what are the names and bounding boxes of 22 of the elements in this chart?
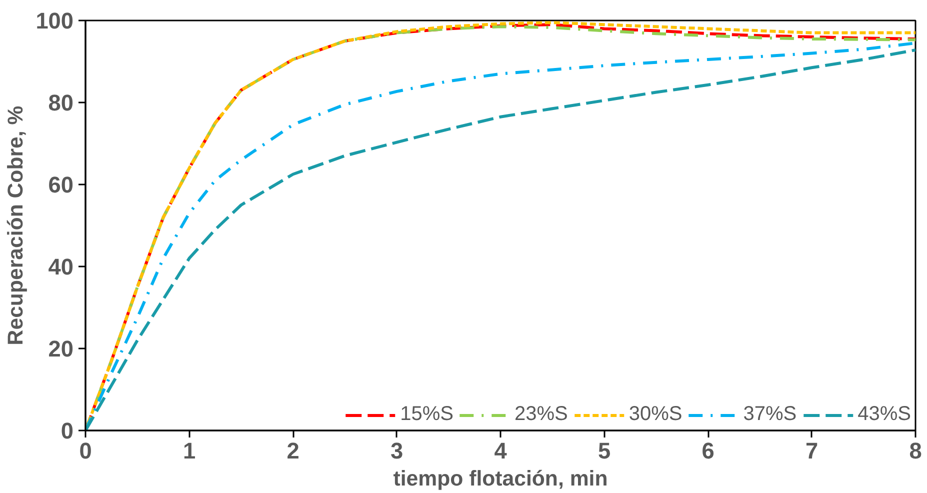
- y-tick-label: 100: [36, 8, 74, 34]
- legend-label: 23%S: [514, 403, 568, 426]
- legend-label: 30%S: [628, 403, 682, 426]
- x-tick-label: 0: [79, 438, 92, 464]
- x-tick-label: 4: [494, 438, 508, 464]
- x-tick-label: 5: [598, 438, 611, 464]
- x-tick-label: 7: [805, 438, 818, 464]
- x-tick-label: 3: [390, 438, 404, 464]
- legend-label: 37%S: [743, 403, 797, 426]
- legend-label: 15%S: [400, 403, 454, 426]
- x-axis-title: tiempo flotación, min: [393, 466, 608, 490]
- y-tick-label: 20: [48, 336, 74, 362]
- x-tick-label: 1: [182, 438, 196, 464]
- legend-label: 43%S: [858, 403, 911, 426]
- y-tick-label: 0: [60, 418, 74, 444]
- y-axis-title: Recuperación Cobre, %: [4, 106, 28, 346]
- x-tick-label: 8: [909, 438, 922, 464]
- y-tick-label: 40: [48, 254, 74, 280]
- y-tick-label: 80: [48, 90, 74, 116]
- x-tick-label: 2: [286, 438, 300, 464]
- x-tick-label: 6: [702, 438, 714, 464]
- y-tick-label: 60: [48, 172, 74, 198]
